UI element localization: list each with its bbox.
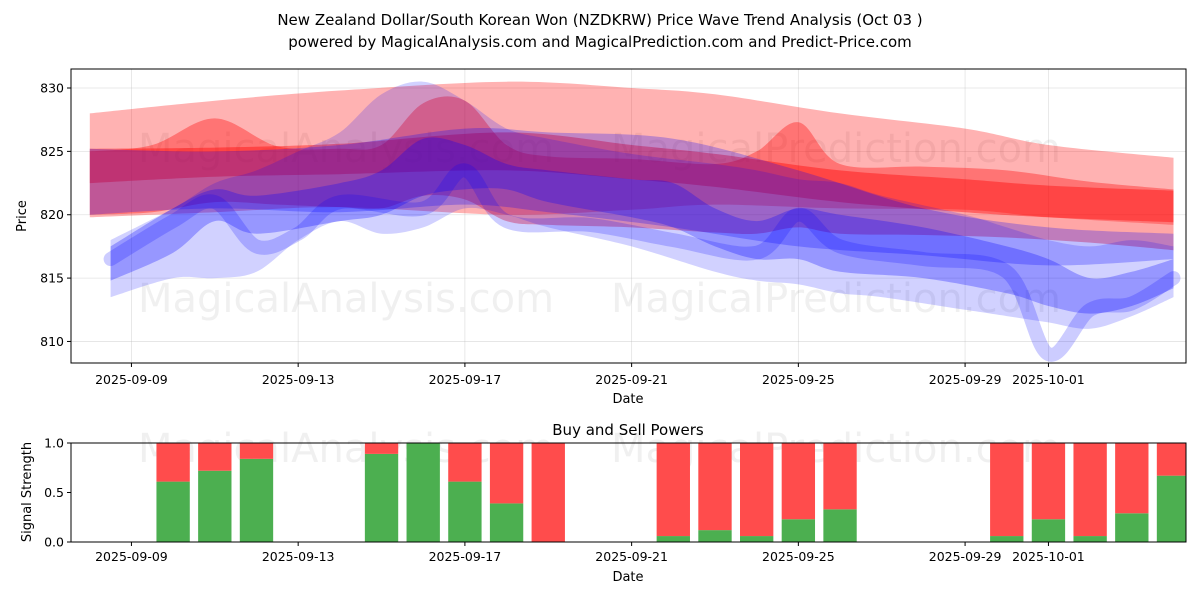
buy-power-bar [448,481,482,542]
buy-power-bar [698,530,732,542]
price-plot-frame [70,68,1187,364]
price-x-tick-label: 2025-09-25 [762,372,835,387]
power-x-tick-label: 2025-09-17 [429,549,502,564]
price-x-tick-label: 2025-10-01 [1012,372,1085,387]
buy-sell-power-chart: Buy and Sell Powers MagicalAnalysis.com … [20,421,1187,585]
watermark-magical-prediction-2: MagicalPrediction.com [611,276,1061,322]
figure-title-line-1: New Zealand Dollar/South Korean Won (NZD… [277,11,922,29]
sell-power-bar [823,443,857,510]
power-x-tick-label: 2025-09-25 [762,549,835,564]
power-chart-title: Buy and Sell Powers [552,421,704,439]
power-x-axis: 2025-09-09 2025-09-13 2025-09-17 2025-09-21… [95,542,1085,564]
sell-power-bar [1156,443,1186,476]
price-x-tick-label: 2025-09-09 [95,372,168,387]
sell-power-bar [239,443,274,459]
watermark-magical-prediction: MagicalPrediction.com [611,126,1061,172]
sell-power-bar [740,443,774,537]
price-band-red-wave-band [89,96,1174,251]
price-y-tick-label: 810 [40,334,64,349]
power-y-tick-label: 0.0 [44,535,64,550]
sell-power-bar [781,443,816,520]
power-x-axis-label: Date [612,570,643,585]
price-y-tick-label: 815 [40,271,64,286]
buy-power-bar [740,536,774,542]
price-x-tick-label: 2025-09-21 [595,372,668,387]
sell-power-bar [1115,443,1149,514]
sell-power-bar [656,443,690,537]
sell-power-bar [364,443,399,454]
price-band-blue-wave-band [110,81,1174,329]
buy-power-bar [781,519,816,542]
buy-power-bar [1115,513,1149,542]
power-x-tick-label: 2025-09-09 [95,549,168,564]
sell-power-bar [698,443,732,531]
watermark-magical-analysis-2: MagicalAnalysis.com [138,276,554,322]
price-line-blue-spike-line [103,163,1181,362]
price-y-axis: 810 815 820 825 830 [40,81,71,349]
price-y-tick-label: 830 [40,81,64,96]
buy-power-bar [406,443,440,542]
price-x-tick-label: 2025-09-17 [429,372,502,387]
buy-power-bar [1073,536,1107,542]
price-y-tick-label: 820 [40,207,64,222]
price-x-tick-label: 2025-09-29 [929,372,1002,387]
buy-power-bar [990,536,1024,542]
sell-power-bar [990,443,1024,537]
buy-power-bar [1156,475,1186,542]
price-band-red-wide-band [89,81,1174,225]
sell-power-bar [156,443,190,482]
power-y-axis: 0.0 0.5 1.0 [44,436,71,550]
power-x-tick-label: 2025-09-29 [929,549,1002,564]
price-y-tick-label: 825 [40,144,64,159]
price-y-axis-label: Price [15,200,30,232]
buy-power-bar [656,536,690,542]
price-x-tick-label: 2025-09-13 [262,372,335,387]
sell-power-bar [448,443,482,482]
buy-power-bar [823,509,857,542]
buy-power-bar [239,458,274,542]
power-x-tick-label: 2025-09-13 [262,549,335,564]
buy-power-bar [489,503,524,542]
sell-power-bar [1031,443,1066,520]
buy-power-bar [156,481,190,542]
price-bands [89,81,1181,362]
figure-title-line-2: powered by MagicalAnalysis.com and Magic… [288,33,912,51]
power-bars [156,443,1186,542]
power-x-tick-label: 2025-10-01 [1012,549,1085,564]
buy-power-bar [198,470,232,542]
price-x-axis: 2025-09-09 2025-09-13 2025-09-17 2025-09-21… [95,363,1085,387]
sell-power-bar [198,443,232,471]
sell-power-bar [1073,443,1107,537]
price-band-purple-band [89,127,1174,266]
price-wave-chart: MagicalAnalysis.com MagicalPrediction.co… [15,68,1187,407]
power-y-tick-label: 0.5 [44,485,64,500]
sell-power-bar [489,443,524,504]
power-y-tick-label: 1.0 [44,436,64,451]
buy-power-bar [1031,519,1066,542]
price-band-red-core-band [89,132,1174,223]
watermark-magical-analysis: MagicalAnalysis.com [138,126,554,172]
buy-power-bar [364,453,399,542]
power-y-axis-label: Signal Strength [20,442,35,542]
power-x-tick-label: 2025-09-21 [595,549,668,564]
sell-power-bar [531,443,565,542]
price-grid [71,69,1186,363]
price-x-axis-label: Date [612,392,643,407]
price-band-blue-core-band [110,137,1174,314]
